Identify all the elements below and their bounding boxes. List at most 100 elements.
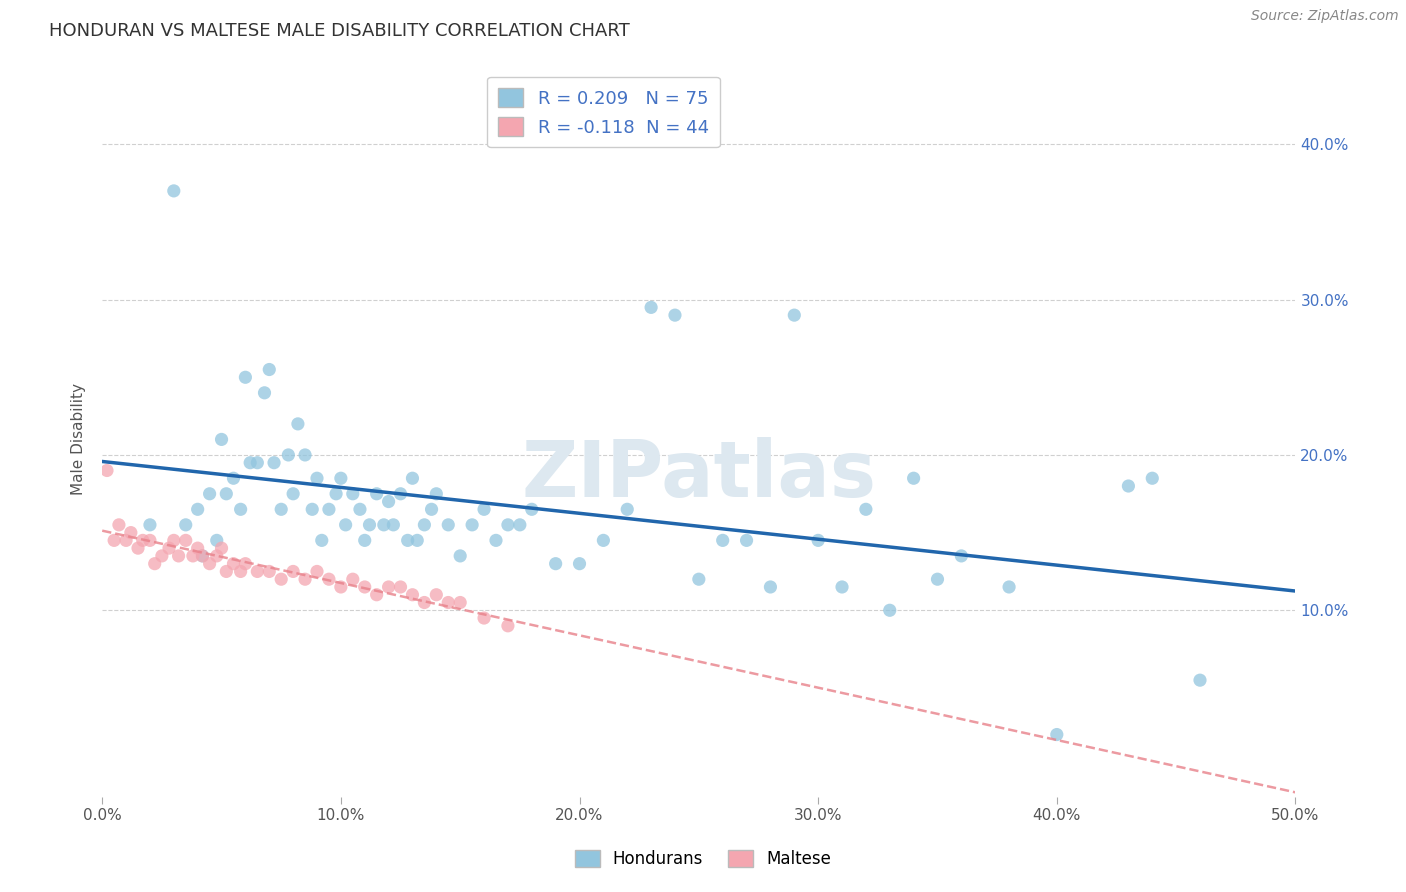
Maltese <box>205 549 228 563</box>
Maltese <box>103 533 125 548</box>
Hondurans <box>855 502 877 516</box>
Maltese <box>329 580 352 594</box>
Maltese <box>318 572 340 586</box>
Hondurans <box>461 517 484 532</box>
Hondurans <box>927 572 949 586</box>
Hondurans <box>270 502 292 516</box>
Hondurans <box>294 448 316 462</box>
Hondurans <box>229 502 252 516</box>
Hondurans <box>287 417 309 431</box>
Hondurans <box>222 471 245 485</box>
Hondurans <box>259 362 281 376</box>
Hondurans <box>1118 479 1140 493</box>
Maltese <box>294 572 316 586</box>
Hondurans <box>1188 673 1211 688</box>
Hondurans <box>998 580 1021 594</box>
Maltese <box>167 549 190 563</box>
Hondurans <box>759 580 782 594</box>
Hondurans <box>1142 471 1164 485</box>
Hondurans <box>735 533 758 548</box>
Maltese <box>187 541 209 556</box>
Hondurans <box>406 533 429 548</box>
Maltese <box>366 588 388 602</box>
Text: Source: ZipAtlas.com: Source: ZipAtlas.com <box>1251 9 1399 23</box>
Maltese <box>127 541 149 556</box>
Hondurans <box>377 494 399 508</box>
Hondurans <box>174 517 197 532</box>
Hondurans <box>1046 727 1069 741</box>
Hondurans <box>449 549 471 563</box>
Hondurans <box>325 487 347 501</box>
Hondurans <box>568 557 591 571</box>
Hondurans <box>329 471 352 485</box>
Maltese <box>389 580 412 594</box>
Hondurans <box>425 487 447 501</box>
Maltese <box>305 565 328 579</box>
Hondurans <box>198 487 221 501</box>
Hondurans <box>807 533 830 548</box>
Hondurans <box>211 433 233 447</box>
Hondurans <box>187 502 209 516</box>
Hondurans <box>509 517 531 532</box>
Hondurans <box>592 533 614 548</box>
Hondurans <box>382 517 405 532</box>
Hondurans <box>688 572 710 586</box>
Hondurans <box>301 502 323 516</box>
Maltese <box>413 595 436 609</box>
Maltese <box>353 580 375 594</box>
Y-axis label: Male Disability: Male Disability <box>72 384 86 495</box>
Maltese <box>181 549 204 563</box>
Hondurans <box>413 517 436 532</box>
Text: ZIPatlas: ZIPatlas <box>522 437 876 513</box>
Legend: R = 0.209   N = 75, R = -0.118  N = 44: R = 0.209 N = 75, R = -0.118 N = 44 <box>486 77 720 147</box>
Hondurans <box>335 517 357 532</box>
Maltese <box>229 565 252 579</box>
Maltese <box>449 595 471 609</box>
Maltese <box>191 549 214 563</box>
Hondurans <box>353 533 375 548</box>
Hondurans <box>305 471 328 485</box>
Hondurans <box>342 487 364 501</box>
Hondurans <box>544 557 567 571</box>
Hondurans <box>950 549 973 563</box>
Hondurans <box>235 370 257 384</box>
Maltese <box>139 533 162 548</box>
Maltese <box>150 549 173 563</box>
Maltese <box>115 533 138 548</box>
Maltese <box>174 533 197 548</box>
Hondurans <box>420 502 443 516</box>
Maltese <box>342 572 364 586</box>
Maltese <box>157 541 180 556</box>
Hondurans <box>783 308 806 322</box>
Hondurans <box>263 456 285 470</box>
Hondurans <box>903 471 925 485</box>
Maltese <box>259 565 281 579</box>
Hondurans <box>711 533 734 548</box>
Maltese <box>143 557 166 571</box>
Hondurans <box>485 533 508 548</box>
Maltese <box>132 533 155 548</box>
Hondurans <box>318 502 340 516</box>
Hondurans <box>389 487 412 501</box>
Maltese <box>437 595 460 609</box>
Hondurans <box>520 502 543 516</box>
Hondurans <box>401 471 423 485</box>
Maltese <box>120 525 142 540</box>
Hondurans <box>191 549 214 563</box>
Maltese <box>215 565 238 579</box>
Maltese <box>270 572 292 586</box>
Maltese <box>108 517 131 532</box>
Hondurans <box>139 517 162 532</box>
Maltese <box>96 463 118 477</box>
Maltese <box>222 557 245 571</box>
Maltese <box>472 611 495 625</box>
Hondurans <box>349 502 371 516</box>
Hondurans <box>496 517 519 532</box>
Hondurans <box>277 448 299 462</box>
Maltese <box>496 619 519 633</box>
Maltese <box>401 588 423 602</box>
Maltese <box>377 580 399 594</box>
Hondurans <box>640 301 662 315</box>
Hondurans <box>879 603 901 617</box>
Maltese <box>235 557 257 571</box>
